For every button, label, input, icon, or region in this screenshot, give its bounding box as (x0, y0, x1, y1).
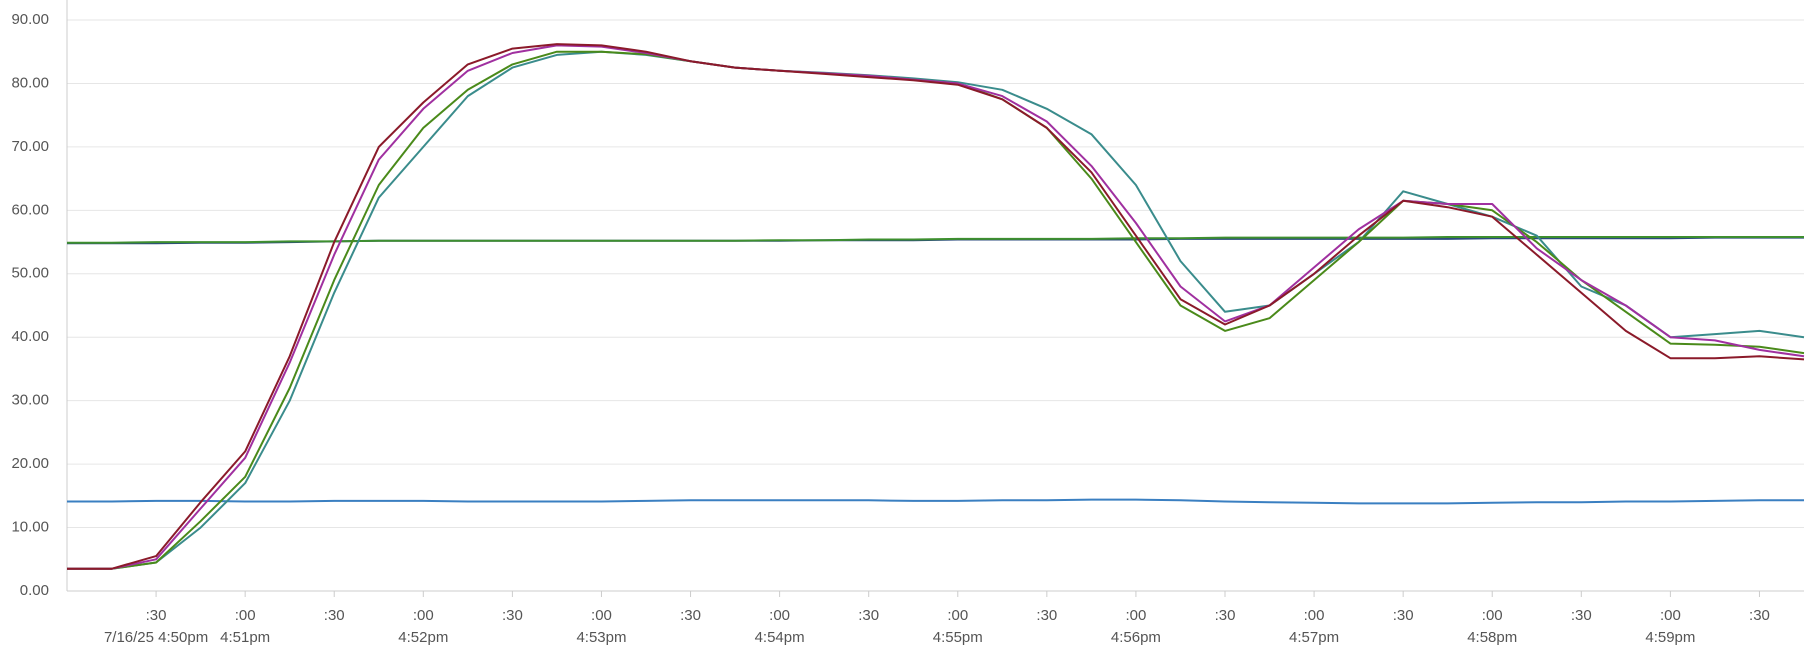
x-tick-label: :00 (947, 607, 968, 624)
x-date-label: 4:59pm (1645, 629, 1695, 646)
y-tick-label: 90.00 (11, 11, 49, 28)
x-tick-label: :30 (1571, 607, 1592, 624)
series-line (67, 50, 1805, 570)
x-tick-label: :00 (413, 607, 434, 624)
x-tick-label: :30 (1749, 607, 1770, 624)
x-date-label: 4:57pm (1289, 629, 1339, 646)
y-tick-label: 0.00 (20, 582, 49, 599)
y-tick-label: 20.00 (11, 455, 49, 472)
y-tick-label: 50.00 (11, 265, 49, 282)
x-tick-label: :00 (1482, 607, 1503, 624)
x-tick-label: :30 (146, 607, 167, 624)
x-tick-label: :00 (235, 607, 256, 624)
y-tick-label: 40.00 (11, 328, 49, 345)
y-tick-label: 60.00 (11, 201, 49, 218)
x-tick-label: :30 (1215, 607, 1236, 624)
x-tick-label: :00 (1125, 607, 1146, 624)
x-tick-label: :00 (591, 607, 612, 624)
x-date-label: 4:53pm (576, 629, 626, 646)
x-tick-label: :30 (858, 607, 879, 624)
x-date-label: 7/16/25 4:50pm (104, 629, 208, 646)
x-tick-label: :00 (1660, 607, 1681, 624)
y-tick-label: 80.00 (11, 74, 49, 91)
x-date-label: 4:55pm (933, 629, 983, 646)
x-tick-label: :30 (1036, 607, 1057, 624)
x-tick-label: :30 (1393, 607, 1414, 624)
x-date-label: 4:58pm (1467, 629, 1517, 646)
x-date-label: 4:56pm (1111, 629, 1161, 646)
x-tick-label: :00 (1304, 607, 1325, 624)
y-tick-label: 30.00 (11, 392, 49, 409)
x-tick-label: :00 (769, 607, 790, 624)
x-tick-label: :30 (680, 607, 701, 624)
x-date-label: 4:51pm (220, 629, 270, 646)
y-tick-label: 10.00 (11, 519, 49, 536)
x-tick-label: :30 (502, 607, 523, 624)
y-tick-label: 70.00 (11, 138, 49, 155)
series-line (67, 43, 1805, 570)
series-line (67, 498, 1804, 505)
x-tick-label: :30 (324, 607, 345, 624)
x-date-label: 4:52pm (398, 629, 448, 646)
x-date-label: 4:54pm (755, 629, 805, 646)
